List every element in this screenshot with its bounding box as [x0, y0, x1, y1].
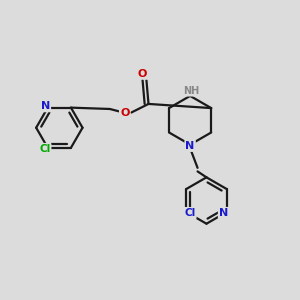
Text: N: N	[41, 101, 50, 111]
Text: NH: NH	[184, 85, 200, 96]
Text: Cl: Cl	[184, 208, 196, 218]
Text: O: O	[138, 69, 147, 79]
Text: N: N	[219, 208, 228, 218]
Text: O: O	[120, 108, 129, 118]
Text: Cl: Cl	[39, 144, 50, 154]
Text: N: N	[185, 141, 195, 151]
